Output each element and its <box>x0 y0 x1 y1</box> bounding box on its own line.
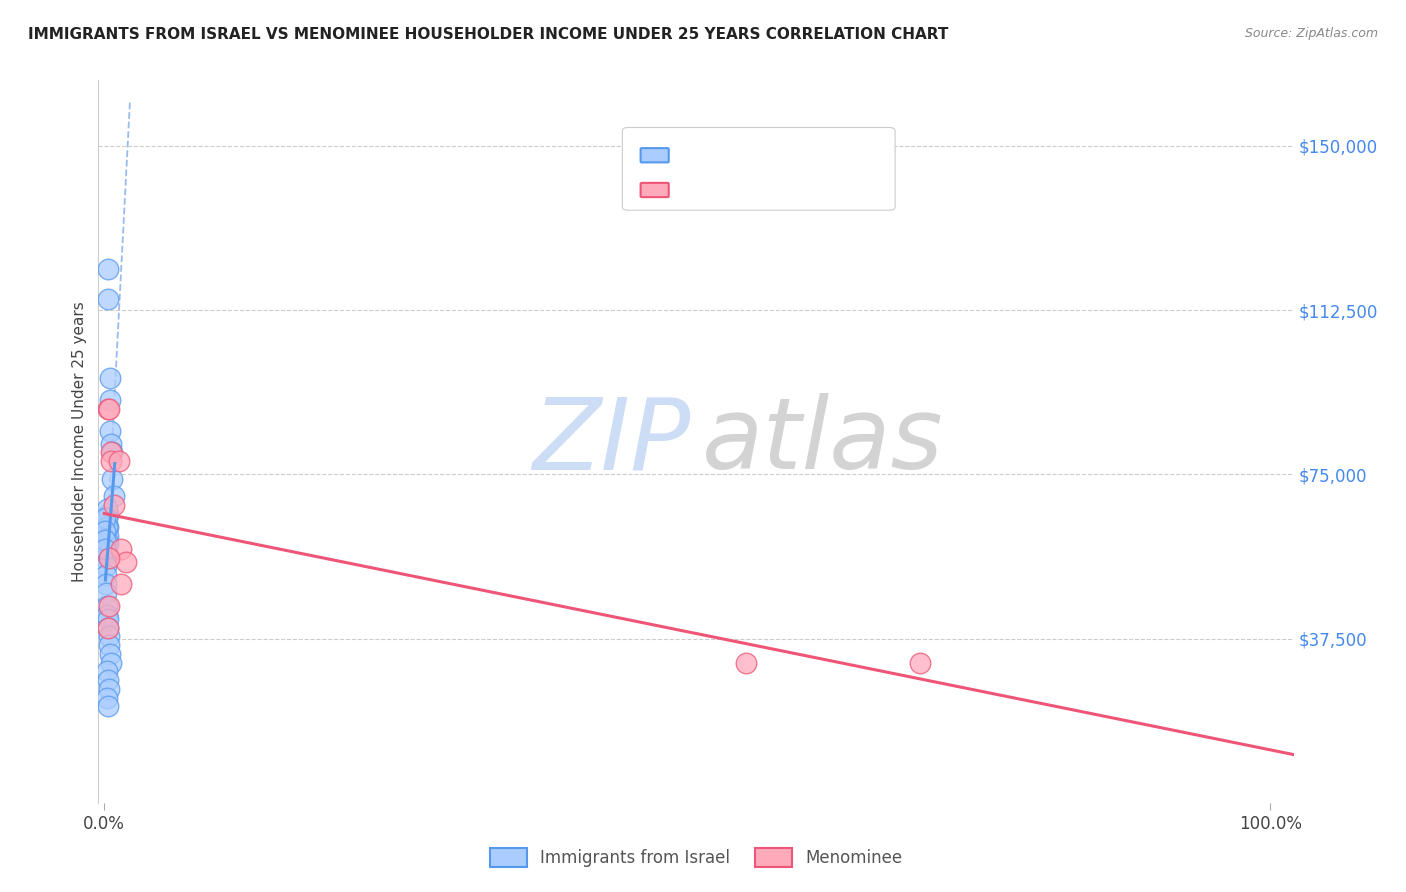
Point <box>97 599 120 613</box>
Point <box>94 568 117 582</box>
Text: N =: N = <box>773 183 808 197</box>
Point <box>97 520 120 534</box>
Point <box>98 647 121 661</box>
Point <box>110 541 132 556</box>
Point <box>97 507 120 521</box>
Point <box>103 498 125 512</box>
Point <box>97 401 120 416</box>
Text: atlas: atlas <box>702 393 943 490</box>
Point <box>96 546 118 560</box>
Point <box>100 436 122 450</box>
Point <box>115 555 138 569</box>
Text: R =: R = <box>678 148 711 162</box>
Point <box>94 550 117 565</box>
Point <box>94 577 117 591</box>
Text: Source: ZipAtlas.com: Source: ZipAtlas.com <box>1244 27 1378 40</box>
Point <box>98 371 121 385</box>
Point <box>97 638 120 652</box>
Point <box>100 454 122 468</box>
Point <box>96 502 118 516</box>
Point <box>97 261 120 276</box>
Point <box>94 524 117 539</box>
Point <box>96 690 118 705</box>
Point <box>734 656 756 670</box>
Point <box>97 292 120 306</box>
Point <box>97 681 120 696</box>
Point <box>97 699 120 714</box>
Point <box>96 511 118 525</box>
Point <box>110 577 132 591</box>
Point <box>108 454 131 468</box>
Text: N =: N = <box>773 148 808 162</box>
Text: R =: R = <box>678 183 711 197</box>
Point <box>98 392 121 407</box>
Point <box>94 559 117 574</box>
Text: -0.556: -0.556 <box>717 183 773 197</box>
Point <box>94 533 117 547</box>
Point <box>97 629 120 643</box>
Text: ZIP: ZIP <box>531 393 690 490</box>
Text: 14: 14 <box>814 183 835 197</box>
Point <box>97 529 120 543</box>
Y-axis label: Householder Income Under 25 years: Householder Income Under 25 years <box>72 301 87 582</box>
Point <box>97 621 120 635</box>
Point <box>94 511 117 525</box>
Point <box>97 612 120 626</box>
Legend: Immigrants from Israel, Menominee: Immigrants from Israel, Menominee <box>484 841 908 874</box>
Point <box>910 656 932 670</box>
Point <box>101 472 124 486</box>
Point <box>96 607 118 622</box>
Point <box>100 656 122 670</box>
Point <box>97 550 120 565</box>
Point <box>97 621 120 635</box>
Point <box>97 537 120 551</box>
Text: 0.185: 0.185 <box>717 148 768 162</box>
Point <box>94 585 117 599</box>
Point <box>101 445 124 459</box>
Point <box>97 401 120 416</box>
Point <box>97 673 120 688</box>
Point <box>98 424 121 438</box>
Point <box>96 520 118 534</box>
Point <box>100 445 122 459</box>
Text: IMMIGRANTS FROM ISRAEL VS MENOMINEE HOUSEHOLDER INCOME UNDER 25 YEARS CORRELATIO: IMMIGRANTS FROM ISRAEL VS MENOMINEE HOUS… <box>28 27 949 42</box>
Point <box>94 541 117 556</box>
Point <box>96 533 118 547</box>
Point <box>96 665 118 679</box>
Point <box>103 489 125 503</box>
Point <box>96 599 118 613</box>
Text: 40: 40 <box>814 148 835 162</box>
